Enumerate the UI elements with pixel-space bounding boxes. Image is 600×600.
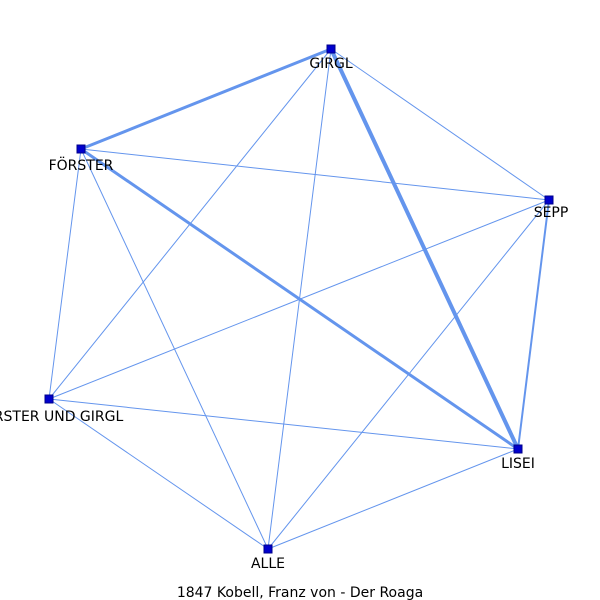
edge-foerster_und_girgl-alle: [48, 398, 269, 550]
node-foerster: [76, 144, 86, 154]
edge-lisei-alle: [267, 448, 519, 550]
edge-sepp-foerster_und_girgl: [48, 199, 550, 400]
node-layer: [44, 44, 554, 554]
node-lisei: [513, 444, 523, 454]
diagram-caption: 1847 Kobell, Franz von - Der Roaga: [177, 585, 423, 600]
edge-foerster-foerster_und_girgl: [48, 148, 82, 400]
node-foerster_und_girgl: [44, 394, 54, 404]
edge-layer: [48, 47, 550, 550]
node-sepp: [544, 195, 554, 205]
label-layer: GIRGL FÖRSTER SEPP FÖRSTER UND GIRGL LISEI AL…: [0, 56, 568, 572]
node-label-foerster: FÖRSTER: [49, 156, 114, 174]
edge-girgl-sepp: [330, 48, 550, 201]
node-alle: [263, 544, 273, 554]
node-label-lisei: LISEI: [501, 456, 535, 472]
edge-girgl-foerster: [79, 47, 333, 151]
node-label-sepp: SEPP: [534, 205, 569, 221]
node-label-girgl: GIRGL: [309, 56, 353, 72]
node-label-alle: ALLE: [251, 556, 285, 572]
node-girgl: [326, 44, 336, 54]
node-label-foerster_und_girgl: FÖRSTER UND GIRGL: [0, 407, 123, 425]
edge-girgl-lisei: [329, 47, 520, 451]
edge-sepp-alle: [267, 199, 550, 550]
edge-girgl-foerster_und_girgl: [48, 48, 332, 400]
edge-sepp-lisei: [517, 199, 550, 450]
edge-foerster-sepp: [80, 148, 550, 201]
edge-foerster_und_girgl-lisei: [48, 398, 519, 450]
